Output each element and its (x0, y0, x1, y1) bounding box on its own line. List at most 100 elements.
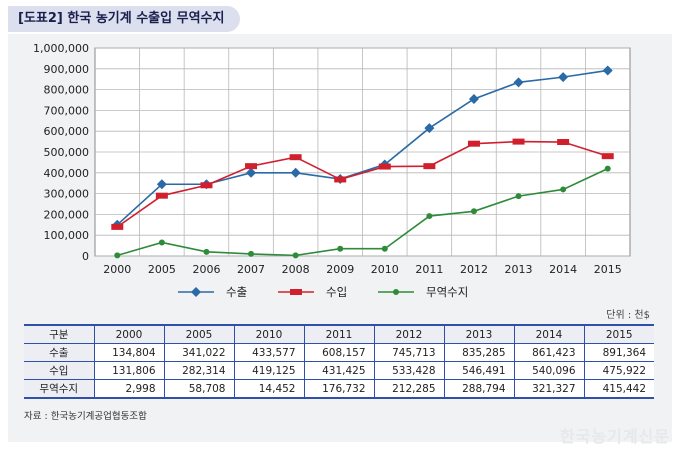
table-body: 수출 134,804 341,022 433,577 608,157 745,713 835… (24, 343, 654, 399)
series-line-1 (116, 69, 608, 226)
row-label: 수출 (24, 343, 95, 362)
x-tick-label: 2011 (415, 263, 443, 276)
table-row: 수입 131,806 282,314 419,125 431,425 533,428 546… (24, 361, 654, 380)
data-point (513, 77, 524, 88)
table-cell: 533,428 (373, 361, 445, 380)
legend-label: 수출 (226, 285, 247, 299)
legend-marker (290, 289, 302, 295)
y-tick-label: 300,000 (44, 188, 90, 201)
row-label: 무역수지 (24, 379, 95, 399)
table-cell: 431,425 (303, 361, 375, 380)
y-tick-label: 500,000 (44, 146, 90, 159)
y-tick-label: 800,000 (44, 84, 90, 97)
x-tick-label: 2005 (148, 263, 176, 276)
table-cell: 288,794 (443, 379, 515, 399)
source-note: 자료 : 한국농기계공업협동조합 (24, 411, 147, 422)
data-point (604, 165, 611, 172)
table-cell: 745,713 (373, 343, 445, 362)
table-row: 수출 134,804 341,022 433,577 608,157 745,713 835… (24, 343, 654, 362)
data-point (424, 123, 435, 134)
data-point (470, 208, 477, 215)
data-point (515, 193, 522, 200)
table-cell: 415,442 (583, 379, 654, 399)
table-cell: 282,314 (163, 361, 235, 380)
data-point (467, 140, 480, 147)
x-tick-label: 2012 (460, 263, 488, 276)
x-tick-label: 2009 (326, 263, 354, 276)
table-cell: 861,423 (513, 343, 585, 362)
data-point (337, 245, 344, 252)
y-axis: 0 100,000 200,000 300,000 400,000 500,000 600,… (33, 42, 89, 263)
x-tick-label: 2010 (371, 263, 399, 276)
table-cell: 58,708 (163, 379, 235, 399)
row-label: 수입 (24, 361, 95, 380)
table-header-year: 2012 (373, 324, 445, 344)
table-cell: 540,096 (513, 361, 585, 380)
watermark: 한국농기계신문 (559, 427, 670, 446)
y-tick-label: 200,000 (44, 208, 90, 221)
data-point (200, 182, 213, 189)
data-point (423, 163, 436, 170)
table-cell: 321,327 (513, 379, 585, 399)
data-point (155, 192, 168, 199)
data-point (601, 153, 614, 160)
table-cell: 2,998 (93, 379, 165, 399)
grid-lines (94, 47, 631, 257)
data-point (557, 139, 570, 146)
legend: 수출 수입 무역수지 (178, 285, 468, 299)
table-cell: 891,364 (583, 343, 654, 362)
data-point (203, 248, 210, 255)
data-point (602, 65, 613, 76)
unit-label: 단위 : 천$ (606, 310, 650, 321)
table-cell: 546,491 (443, 361, 515, 380)
line-chart: 0 100,000 200,000 300,000 400,000 500,000 600,… (33, 42, 631, 299)
legend-marker (393, 289, 399, 295)
data-point (158, 239, 165, 246)
x-tick-label: 2000 (103, 263, 131, 276)
data-point (468, 93, 479, 104)
x-tick-label: 2014 (549, 263, 577, 276)
data-point (512, 138, 525, 145)
y-tick-label: 900,000 (44, 63, 90, 76)
table-cell: 608,157 (303, 343, 375, 362)
data-point (558, 72, 569, 83)
table-header-year: 2011 (303, 324, 375, 344)
data-point (246, 167, 257, 178)
table-row: 무역수지 2,998 58,708 14,452 176,732 212,285 288,7… (24, 379, 654, 399)
table-header-label: 구분 (24, 324, 95, 344)
table-header-year: 2005 (163, 324, 235, 344)
table-header-year: 2010 (233, 324, 305, 344)
legend-label: 무역수지 (426, 285, 468, 299)
x-tick-label: 2008 (282, 263, 310, 276)
table-cell: 176,732 (303, 379, 375, 399)
y-tick-label: 700,000 (44, 104, 90, 117)
data-point (334, 176, 347, 183)
table-cell: 835,285 (443, 343, 515, 362)
table-cell: 341,022 (163, 343, 235, 362)
data-point (378, 163, 391, 170)
table-header-year: 2000 (93, 324, 165, 344)
data-point (381, 245, 388, 252)
data-point (248, 250, 255, 257)
y-tick-label: 0 (82, 250, 89, 263)
table-cell: 14,452 (233, 379, 305, 399)
table-header-year: 2015 (583, 324, 654, 344)
table-cell: 131,806 (93, 361, 165, 380)
table-header-year: 2014 (513, 324, 585, 344)
table-cell: 433,577 (233, 343, 305, 362)
y-tick-label: 1,000,000 (33, 42, 89, 55)
y-tick-label: 400,000 (44, 167, 90, 180)
data-point (560, 186, 567, 193)
data-point (292, 252, 299, 259)
data-table: 구분 2000 2005 2010 2011 2012 2013 2014 2015 수출 134… (24, 324, 654, 399)
legend-label: 수입 (326, 285, 347, 299)
legend-marker (191, 287, 201, 297)
x-tick-label: 2015 (594, 263, 622, 276)
y-tick-label: 100,000 (44, 229, 90, 242)
table-cell: 134,804 (93, 343, 165, 362)
data-point (114, 252, 121, 259)
series-line-3 (117, 167, 609, 257)
table-cell: 212,285 (373, 379, 445, 399)
data-point (426, 213, 433, 220)
series-group (111, 65, 614, 259)
